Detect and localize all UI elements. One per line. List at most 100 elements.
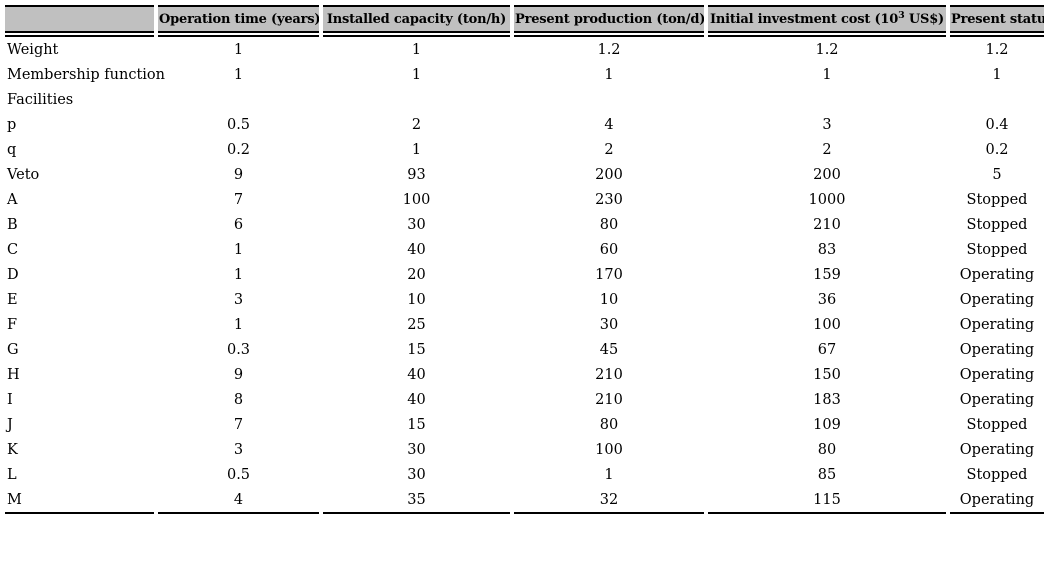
table-row: A 7 100 230 1000 Stopped <box>5 187 1044 212</box>
table-header-row: Operation time (years) Installed capacit… <box>5 5 1044 37</box>
cell-operation-time: 3 <box>233 441 244 458</box>
cell-present-production: 80 <box>599 216 619 233</box>
row-label: Facilities <box>7 91 74 108</box>
table-row: M 4 35 32 115 Operating <box>5 487 1044 514</box>
cell-installed-capacity: 1 <box>411 141 422 158</box>
cell-investment-cost: 1.2 <box>815 41 839 58</box>
row-label: q <box>7 141 17 158</box>
row-label: K <box>7 441 18 458</box>
cell-present-status: Operating <box>950 487 1044 514</box>
cell-investment-cost: 200 <box>813 166 841 183</box>
row-label: E <box>7 291 18 308</box>
cell-installed-capacity: 15 <box>407 341 426 358</box>
cell-installed-capacity: 1 <box>411 66 422 83</box>
cell-present-production: 80 <box>599 416 619 433</box>
cell-present-production: 60 <box>599 241 619 258</box>
row-label: Weight <box>7 41 59 58</box>
cell-investment-cost: 1000 <box>808 191 846 208</box>
cell-present-production: 100 <box>595 441 623 458</box>
cell-operation-time: 9 <box>233 366 244 383</box>
investment-cost-header-prefix: Initial investment cost (10 <box>709 11 899 27</box>
cell-present-production: 1.2 <box>597 41 621 58</box>
cell-investment-cost: 36 <box>817 291 837 308</box>
row-label: J <box>7 416 13 433</box>
cell-present-status: Operating <box>959 391 1035 408</box>
cell-present-status: Operating <box>959 266 1035 283</box>
cell-installed-capacity: 40 <box>407 241 426 258</box>
cell-installed-capacity <box>323 87 510 112</box>
cell-present-production: 210 <box>595 391 623 408</box>
row-label: D <box>7 266 19 283</box>
cell-investment-cost: 2 <box>822 141 832 158</box>
cell-investment-cost: 210 <box>813 216 841 233</box>
cell-investment-cost: 115 <box>708 487 946 514</box>
row-label: I <box>7 391 13 408</box>
table-row: C 1 40 60 83 Stopped <box>5 237 1044 262</box>
cell-present-production: 2 <box>604 141 614 158</box>
cell-installed-capacity: 30 <box>407 216 426 233</box>
cell-present-status <box>950 87 1044 112</box>
cell-installed-capacity: 93 <box>407 166 426 183</box>
cell-present-production: 32 <box>514 487 704 514</box>
cell-operation-time: 9 <box>233 166 244 183</box>
column-header-initial-investment-cost: Initial investment cost (103 US$) <box>708 5 946 37</box>
cell-present-status: Operating <box>959 341 1035 358</box>
cell-investment-cost: 80 <box>817 441 837 458</box>
cell-installed-capacity: 40 <box>407 366 426 383</box>
cell-present-production: 10 <box>599 291 619 308</box>
cell-present-production: 210 <box>595 366 623 383</box>
table-row: Facilities <box>5 87 1044 112</box>
cell-operation-time: 8 <box>233 391 244 408</box>
row-label: p <box>7 116 17 133</box>
cell-installed-capacity: 10 <box>407 291 426 308</box>
cell-present-status: Stopped <box>966 466 1028 483</box>
investment-cost-header-superscript: 3 <box>898 9 905 21</box>
cell-investment-cost: 67 <box>817 341 837 358</box>
cell-present-status: 1.2 <box>985 41 1009 58</box>
table-row: H 9 40 210 150 Operating <box>5 362 1044 387</box>
cell-present-production: 45 <box>599 341 619 358</box>
table-row: D 1 20 170 159 Operating <box>5 262 1044 287</box>
cell-installed-capacity: 1 <box>411 41 422 58</box>
cell-present-status: Operating <box>959 366 1035 383</box>
cell-installed-capacity: 35 <box>323 487 510 514</box>
table-body: Weight 1 1 1.2 1.2 1.2 Membership functi… <box>5 37 1044 514</box>
cell-investment-cost: 3 <box>822 116 832 133</box>
cell-present-status: Stopped <box>966 241 1028 258</box>
table-row: G 0.3 15 45 67 Operating <box>5 337 1044 362</box>
cell-present-status: 0.4 <box>985 116 1009 133</box>
column-header-present-status: Present status <box>950 5 1044 37</box>
row-label: A <box>7 191 18 208</box>
cell-operation-time: 3 <box>233 291 244 308</box>
cell-installed-capacity: 25 <box>407 316 426 333</box>
cell-installed-capacity: 30 <box>407 441 426 458</box>
cell-investment-cost: 100 <box>813 316 841 333</box>
cell-present-production: 1 <box>604 466 614 483</box>
cell-installed-capacity: 30 <box>407 466 426 483</box>
cell-investment-cost: 85 <box>817 466 837 483</box>
cell-operation-time <box>158 87 319 112</box>
investment-cost-header-suffix: US$) <box>904 11 944 27</box>
table-row: K 3 30 100 80 Operating <box>5 437 1044 462</box>
cell-investment-cost: 183 <box>813 391 841 408</box>
cell-present-production: 1 <box>604 66 614 83</box>
table-row: F 1 25 30 100 Operating <box>5 312 1044 337</box>
cell-operation-time: 1 <box>233 266 244 283</box>
row-label: F <box>7 316 18 333</box>
cell-operation-time: 1 <box>233 316 244 333</box>
cell-installed-capacity: 2 <box>411 116 422 133</box>
cell-present-production: 4 <box>604 116 614 133</box>
cell-present-production: 30 <box>599 316 619 333</box>
cell-present-status: Operating <box>959 291 1035 308</box>
cell-operation-time: 0.5 <box>226 466 251 483</box>
cell-present-production <box>514 87 704 112</box>
column-header-blank <box>5 5 154 37</box>
cell-investment-cost <box>708 87 946 112</box>
row-label: M <box>5 487 154 514</box>
column-header-installed-capacity: Installed capacity (ton/h) <box>323 5 510 37</box>
cell-operation-time: 7 <box>233 191 244 208</box>
column-header-operation-time: Operation time (years) <box>158 5 319 37</box>
cell-present-status: Operating <box>959 316 1035 333</box>
cell-present-status: Operating <box>959 441 1035 458</box>
